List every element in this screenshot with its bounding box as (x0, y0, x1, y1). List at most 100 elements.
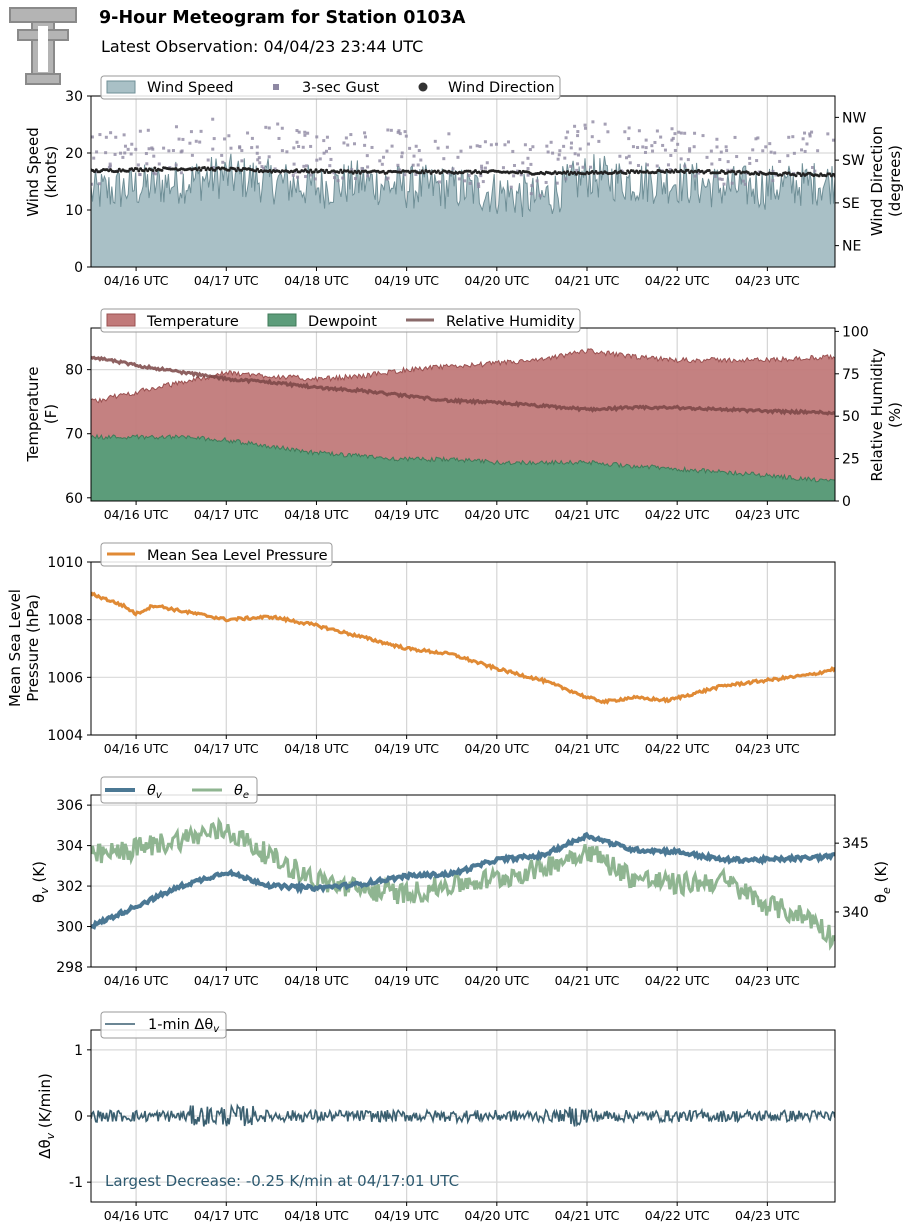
gust-point (555, 181, 559, 185)
gust-point (212, 137, 216, 141)
direction-point (132, 169, 135, 172)
direction-point (422, 171, 426, 175)
gust-point (512, 174, 516, 178)
gust-point (396, 163, 400, 167)
x-tick-label: 04/18 UTC (284, 741, 349, 756)
y-tick-label: 20 (65, 146, 83, 162)
x-tick-label: 04/20 UTC (464, 273, 529, 288)
gust-point (741, 179, 745, 183)
gust-point (447, 171, 451, 175)
y2-tick-label: 100 (842, 324, 869, 340)
gust-point (748, 161, 752, 165)
gust-point (167, 149, 171, 153)
dtheta-y-ticks: -1 0 1 (69, 1043, 91, 1191)
gust-point (318, 157, 322, 161)
gust-point (589, 165, 593, 169)
gust-point (459, 149, 463, 153)
gust-point (303, 133, 307, 137)
gust-point (803, 149, 807, 153)
gust-point (151, 147, 155, 151)
gust-point (724, 145, 728, 149)
gust-point (378, 159, 382, 163)
gust-point (673, 148, 677, 152)
direction-point (153, 166, 157, 170)
gust-point (810, 165, 814, 169)
gust-point (442, 157, 446, 161)
direction-point (440, 171, 444, 175)
y-tick-label: 298 (56, 960, 83, 976)
gust-point (677, 130, 681, 134)
gust-point (324, 149, 328, 153)
gust-point (198, 140, 202, 144)
gust-point (181, 137, 185, 141)
direction-point (707, 169, 711, 172)
gust-point (146, 128, 150, 132)
gust-point (256, 158, 260, 162)
rh-y2label-line2: (%) (886, 402, 904, 428)
gust-point (342, 141, 346, 145)
direction-point (351, 171, 355, 175)
gust-point (360, 166, 364, 170)
x-tick-label: 04/16 UTC (104, 973, 169, 988)
direction-point (314, 168, 318, 172)
gust-point (671, 136, 675, 140)
y-tick-label: -1 (69, 1175, 83, 1191)
gust-point (644, 146, 648, 150)
gust-point (273, 167, 277, 171)
gust-point (679, 157, 683, 161)
dewpoint-area (91, 433, 835, 501)
gust-point (297, 145, 301, 149)
direction-point (325, 168, 329, 172)
gust-point (469, 145, 473, 149)
theta-v-y-ticks: 298 300 302 304 306 (56, 798, 91, 976)
gust-point (655, 129, 659, 133)
y-tick-label: 1010 (47, 555, 83, 571)
gust-point (329, 157, 333, 161)
direction-point (135, 167, 139, 171)
gust-point (692, 145, 696, 149)
direction-point (663, 170, 667, 174)
theta-e-y2label: θe (K) (872, 861, 893, 903)
y-tick-label: 80 (65, 363, 83, 379)
gust-point (121, 155, 125, 159)
gust-point (663, 148, 667, 152)
gust-point (726, 168, 730, 172)
gust-point (292, 146, 296, 150)
gust-point (651, 149, 655, 153)
gust-point (136, 163, 140, 167)
wind-legend: Wind Speed 3-sec Gust Wind Direction (100, 75, 561, 100)
gust-point (528, 148, 532, 152)
gust-point (718, 158, 722, 162)
gust-point (529, 192, 533, 196)
gust-point (305, 164, 309, 168)
y-tick-label: 300 (56, 920, 83, 936)
theta-v-line (91, 831, 835, 930)
gust-point (457, 177, 461, 181)
gust-point (91, 135, 94, 139)
gust-point (417, 149, 421, 153)
gust-point (295, 129, 299, 133)
pressure-line (91, 591, 835, 705)
direction-point (339, 168, 343, 172)
direction-point (227, 168, 231, 172)
gust-point (511, 149, 515, 153)
gust-point (436, 146, 440, 150)
gust-point (751, 148, 755, 152)
x-tick-label: 04/23 UTC (735, 507, 800, 522)
gust-point (366, 165, 370, 169)
direction-point (213, 168, 217, 172)
gust-point (144, 152, 148, 156)
wind-y2label-line2: (degrees) (886, 145, 904, 217)
wind-speed-area (91, 153, 835, 267)
y2-tick-label: 75 (842, 367, 860, 383)
direction-point (721, 170, 725, 173)
direction-point (137, 169, 141, 173)
x-tick-label: 04/17 UTC (194, 741, 259, 756)
gust-point (189, 130, 193, 134)
theta-e-line (91, 816, 835, 951)
y2-tick-label: SE (842, 196, 860, 212)
chart-title: 9-Hour Meteogram for Station 0103A (99, 8, 466, 28)
gust-point (411, 163, 415, 167)
gust-point (104, 135, 108, 139)
y-tick-label: 302 (56, 879, 83, 895)
